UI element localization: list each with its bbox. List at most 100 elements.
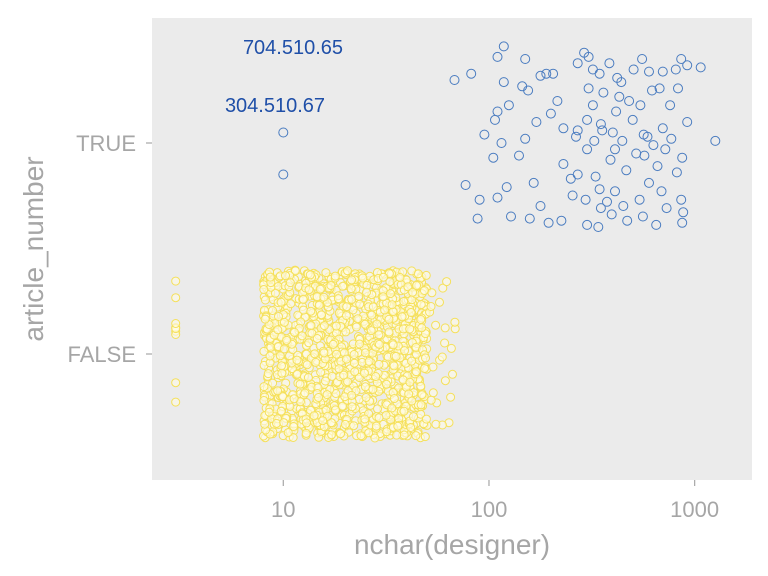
false-point [283, 428, 293, 438]
false-point [276, 406, 286, 416]
false-point [312, 334, 322, 343]
false-point [392, 430, 402, 440]
y-axis-title: article_number [18, 156, 49, 341]
false-point [360, 382, 370, 392]
true-point [637, 211, 648, 222]
false-point [314, 300, 324, 310]
false-point [416, 315, 426, 324]
true-point [583, 83, 594, 94]
false-point [289, 422, 299, 431]
false-point [268, 306, 277, 315]
true-point [682, 117, 693, 127]
true-point [614, 91, 625, 102]
false-point [259, 285, 269, 294]
true-point [635, 100, 646, 111]
false-point [260, 419, 270, 429]
false-point [399, 406, 409, 416]
false-point [316, 367, 326, 377]
false-point [349, 358, 359, 368]
false-point [360, 414, 370, 424]
false-point [297, 331, 307, 341]
false-point [411, 431, 421, 441]
true-point [594, 68, 605, 79]
false-point [285, 278, 295, 288]
false-point [347, 402, 357, 412]
true-point [479, 129, 490, 140]
false-point [368, 384, 378, 394]
false-point [340, 419, 350, 429]
true-point [449, 75, 460, 85]
false-point [265, 351, 275, 361]
false-point [171, 319, 181, 328]
false-point [428, 388, 438, 398]
true-point [644, 66, 654, 77]
true-point [558, 159, 569, 169]
true-point [627, 114, 638, 125]
true-point [637, 54, 648, 64]
true-point [520, 133, 531, 144]
false-point [374, 330, 384, 340]
true-series [278, 41, 721, 232]
false-point [315, 284, 325, 294]
false-point [290, 327, 299, 337]
false-point [171, 276, 181, 286]
false-point [416, 381, 426, 391]
false-point [274, 312, 283, 321]
false-point [374, 413, 384, 423]
true-point [670, 64, 681, 75]
false-point [328, 339, 338, 349]
true-point [524, 213, 535, 224]
true-point [523, 85, 534, 96]
true-point [590, 171, 601, 182]
true-point [498, 77, 509, 88]
true-point [606, 209, 617, 220]
y-axis-ticks: FALSE TRUE [68, 131, 152, 367]
true-point [531, 117, 542, 127]
true-point [695, 62, 706, 73]
true-point [595, 203, 606, 214]
true-point [616, 77, 627, 88]
true-point [514, 150, 524, 161]
false-point [171, 397, 181, 407]
true-point [535, 201, 546, 211]
false-point [440, 323, 450, 333]
true-point [677, 152, 688, 163]
false-point [295, 379, 305, 389]
false-point [260, 314, 270, 324]
false-point [371, 421, 381, 431]
false-point [327, 430, 337, 440]
false-point [326, 281, 336, 290]
false-point [354, 291, 364, 301]
false-point [273, 325, 283, 335]
false-point [399, 297, 409, 306]
false-point [259, 382, 269, 392]
false-point [341, 311, 351, 320]
true-point [472, 213, 483, 224]
false-point [404, 389, 414, 399]
false-point [421, 353, 430, 363]
true-point [488, 152, 499, 163]
true-point [676, 54, 687, 64]
false-point [405, 377, 415, 387]
false-point [373, 404, 382, 414]
true-point [607, 127, 618, 138]
false-point [318, 416, 328, 426]
true-point [506, 211, 516, 222]
true-point [528, 177, 539, 188]
x-tick-label: 100 [471, 497, 508, 522]
true-point [498, 41, 509, 52]
false-point [384, 314, 394, 324]
false-point [349, 421, 359, 431]
true-point [572, 58, 583, 69]
false-point [331, 321, 341, 331]
false-point [361, 393, 371, 402]
false-point [259, 346, 269, 356]
false-point [263, 369, 273, 379]
false-point [319, 321, 329, 331]
true-point [676, 194, 687, 205]
false-point [298, 294, 308, 304]
true-point [466, 68, 477, 79]
true-point [678, 207, 689, 218]
true-point [611, 106, 622, 117]
false-point [279, 418, 289, 428]
